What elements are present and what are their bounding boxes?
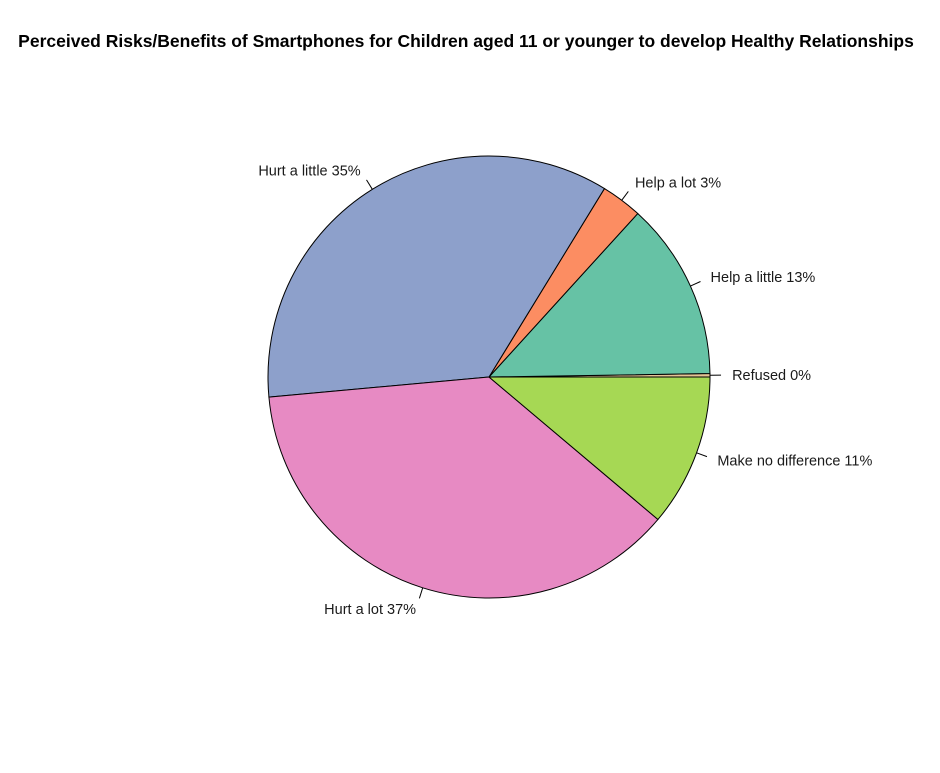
slice-hurt-a-little (267, 155, 606, 398)
slice-refused-label: Refused 0% (732, 368, 811, 384)
pie-slices (267, 155, 711, 599)
chart-title: Perceived Risks/Benefits of Smartphones … (18, 31, 914, 51)
slice-make-no-difference (487, 376, 711, 521)
slice-hurt-a-lot-leader (418, 587, 424, 599)
pie-labels: Refused 0% Help a little 13% Help a lot 3%… (258, 164, 872, 618)
slice-help-a-little-label: Help a little 13% (711, 270, 816, 286)
slice-make-no-difference-label: Make no difference 11% (717, 453, 872, 469)
slice-help-a-lot-leader (621, 191, 629, 201)
slice-hurt-a-little-label: Hurt a little 35% (258, 164, 360, 180)
slice-help-a-lot-label: Help a lot 3% (635, 176, 721, 192)
slice-hurt-a-little-leader (366, 179, 373, 190)
slice-hurt-a-lot (268, 376, 659, 599)
slice-help-a-little (487, 212, 711, 378)
slice-hurt-a-lot-label: Hurt a lot 37% (324, 602, 416, 618)
slice-make-no-difference-leader (696, 452, 708, 458)
slice-help-a-little-leader (690, 281, 701, 287)
pie-leader-lines (366, 179, 722, 599)
